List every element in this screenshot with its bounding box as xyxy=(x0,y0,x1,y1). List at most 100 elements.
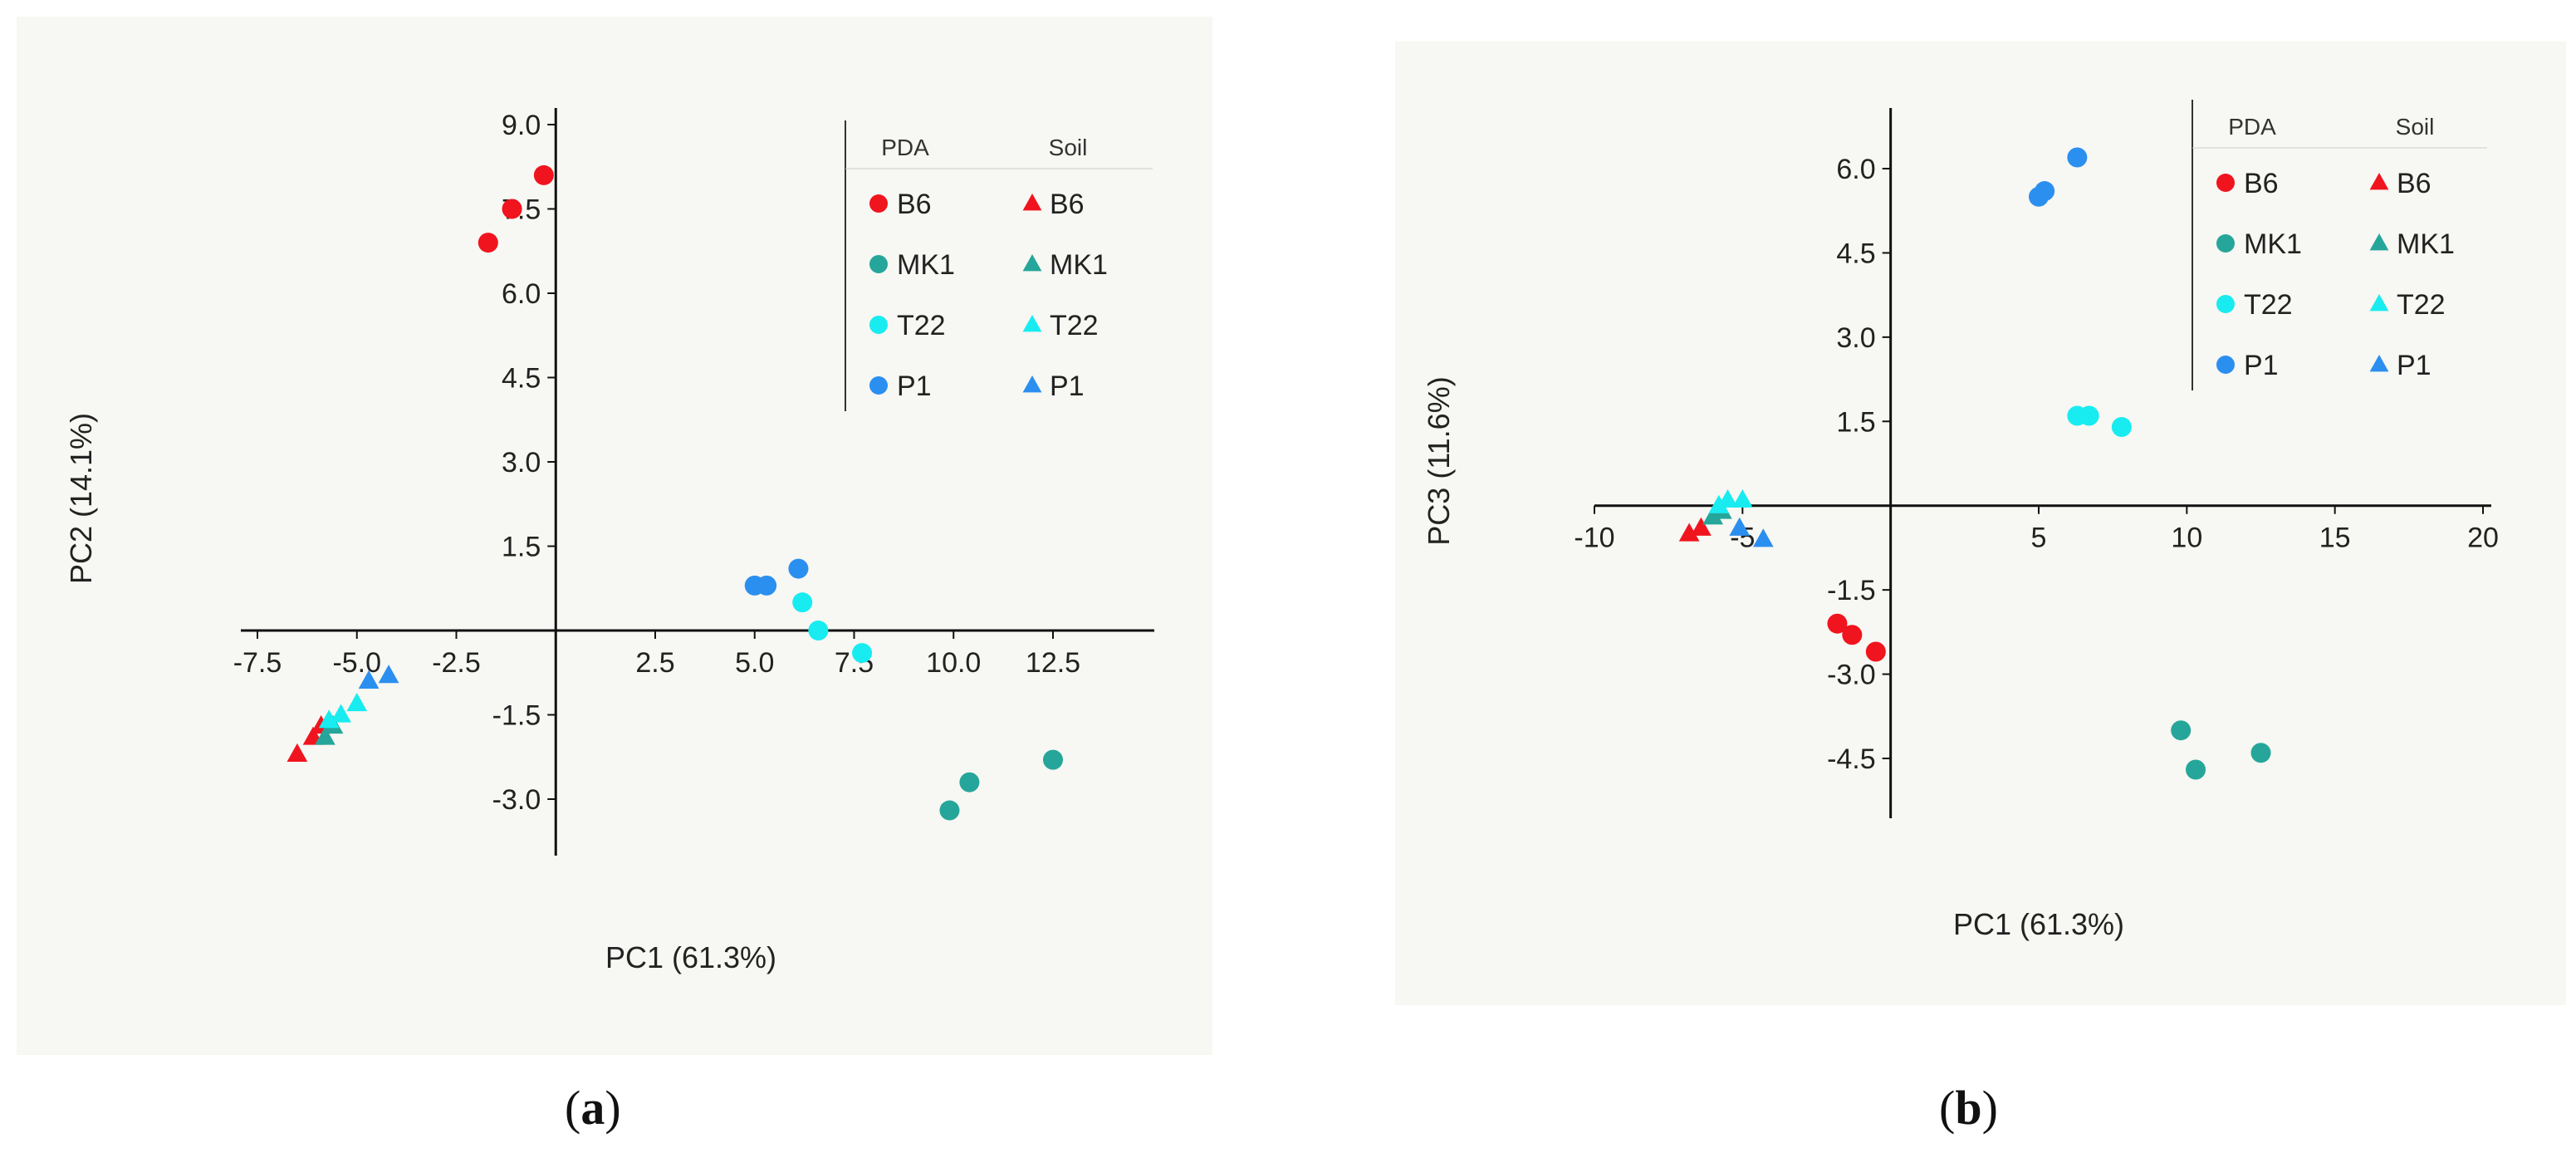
caption-b-close: ) xyxy=(1981,1081,1998,1135)
chart-a-point-pda-t22 xyxy=(792,592,813,613)
panel-b-background xyxy=(1395,42,2566,1005)
chart-a-point-pda-mk1 xyxy=(939,800,960,821)
caption-a: (a) xyxy=(565,1080,621,1136)
chart-b-legend-header-pda: PDA xyxy=(2228,114,2276,140)
chart-b-point-pda-mk1 xyxy=(2250,743,2271,763)
chart-b-legend-soil-label-p1: P1 xyxy=(2397,350,2432,381)
chart-b-y-tick-label: -3.0 xyxy=(1827,660,1876,691)
chart-b-point-soil-b6 xyxy=(1678,523,1700,542)
chart-b-legend-pda-label-mk1: MK1 xyxy=(2244,228,2302,260)
chart-b-x-tick-label: 5 xyxy=(2031,523,2047,554)
chart-b-point-soil-t22 xyxy=(1731,488,1753,508)
chart-b-point-pda-b6 xyxy=(1827,613,1848,634)
chart-a-point-pda-t22 xyxy=(852,643,873,664)
chart-a-legend-soil-label-t22: T22 xyxy=(1050,310,1099,341)
chart-a-y-tick-label: 4.5 xyxy=(502,363,541,395)
chart-b-point-soil-p1 xyxy=(1752,528,1774,547)
chart-a-legend-pda-marker-b6 xyxy=(869,194,888,213)
chart-b-x-tick-label: 20 xyxy=(2467,523,2499,554)
chart-b-point-pda-b6 xyxy=(1865,641,1886,662)
chart-b-legend-pda-label-b6: B6 xyxy=(2244,168,2279,199)
chart-a-x-tick-label: -5.0 xyxy=(332,647,381,679)
chart-b-point-pda-t22 xyxy=(2079,405,2099,426)
chart-a-point-pda-b6 xyxy=(533,164,554,185)
chart-a-point-pda-t22 xyxy=(808,621,829,640)
chart-a-legend-pda-marker-mk1 xyxy=(869,255,888,273)
chart-b-point-pda-p1 xyxy=(2029,186,2049,207)
chart-b-y-tick-label: 6.0 xyxy=(1836,154,1875,185)
chart-a-x-tick-label: -7.5 xyxy=(233,647,282,679)
chart-b-point-pda-t22 xyxy=(2111,417,2132,438)
caption-a-open: ( xyxy=(565,1081,581,1135)
chart-a-x-axis-label: PC1 (61.3%) xyxy=(605,940,776,974)
chart-a-legend-soil-marker-t22 xyxy=(1022,315,1042,332)
chart-a-legend-header-pda: PDA xyxy=(881,135,929,160)
chart-a-point-pda-b6 xyxy=(477,233,498,253)
chart-b-legend-soil-label-mk1: MK1 xyxy=(2397,228,2455,260)
chart-a-legend-pda-marker-p1 xyxy=(869,376,888,395)
chart-b-point-pda-mk1 xyxy=(2171,720,2192,741)
chart-a-legend-pda-label-t22: T22 xyxy=(897,310,946,341)
chart-b-point-soil-b6 xyxy=(1691,517,1712,536)
chart-b-legend-soil-marker-b6 xyxy=(2369,173,2389,190)
chart-a-x-tick-label: 12.5 xyxy=(1026,647,1080,679)
chart-b-y-tick-label: -4.5 xyxy=(1827,743,1876,775)
chart-a-point-soil-p1 xyxy=(358,670,380,689)
chart-b-x-tick-label: -10 xyxy=(1574,523,1614,554)
chart-b-legend-soil-marker-p1 xyxy=(2369,355,2389,372)
chart-a-legend-pda-label-mk1: MK1 xyxy=(897,249,955,281)
chart-a-point-pda-b6 xyxy=(502,199,522,219)
chart-b-legend-pda-marker-mk1 xyxy=(2216,234,2235,253)
chart-a-y-axis-label: PC2 (14.1%) xyxy=(64,413,98,584)
chart-a-x-tick-label: 5.0 xyxy=(735,647,774,679)
chart-a-point-pda-p1 xyxy=(757,575,777,596)
chart-a-point-soil-t22 xyxy=(331,704,351,723)
chart-a-legend-soil-label-mk1: MK1 xyxy=(1050,249,1108,281)
chart-a-y-tick-label: 3.0 xyxy=(502,447,541,478)
chart-a-legend-soil-marker-b6 xyxy=(1022,194,1042,211)
chart-a-legend-header-soil: Soil xyxy=(1049,135,1088,160)
chart-b-x-axis-label: PC1 (61.3%) xyxy=(1953,907,2124,941)
chart-a-point-pda-mk1 xyxy=(959,772,980,792)
caption-a-close: ) xyxy=(605,1081,621,1135)
chart-b-point-pda-p1 xyxy=(2067,147,2088,168)
chart-b-legend-header-soil: Soil xyxy=(2396,114,2435,140)
chart-b-point-pda-mk1 xyxy=(2186,759,2206,780)
chart-a-y-tick-label: 1.5 xyxy=(502,532,541,563)
chart-b-y-axis-label: PC3 (11.6%) xyxy=(1422,376,1456,545)
chart-a-legend-pda-marker-t22 xyxy=(869,316,888,334)
chart-b-x-tick-label: 15 xyxy=(2319,523,2351,554)
chart-a-point-soil-b6 xyxy=(286,743,308,762)
chart-b-point-soil-t22 xyxy=(1708,494,1730,513)
chart-a-point-pda-mk1 xyxy=(1043,749,1063,770)
chart-a-legend-soil-label-p1: P1 xyxy=(1050,370,1085,402)
chart-a-x-tick-label: -2.5 xyxy=(432,647,481,679)
chart-a-point-pda-p1 xyxy=(788,558,809,579)
chart-b-legend-pda-marker-t22 xyxy=(2216,295,2235,313)
chart-a-point-soil-t22 xyxy=(318,709,340,729)
chart-b-legend-soil-label-b6: B6 xyxy=(2397,168,2432,199)
chart-b-legend-pda-marker-p1 xyxy=(2216,356,2235,374)
chart-a-x-tick-label: 2.5 xyxy=(635,647,674,679)
caption-b: (b) xyxy=(1939,1080,1998,1136)
chart-b-y-tick-label: -1.5 xyxy=(1827,575,1876,606)
chart-a-y-tick-label: 9.0 xyxy=(502,110,541,141)
chart-a-legend-soil-marker-p1 xyxy=(1022,375,1042,393)
chart-b-point-soil-mk1 xyxy=(1702,506,1724,525)
chart-a-legend-soil-label-b6: B6 xyxy=(1050,189,1085,220)
chart-b-legend-soil-marker-t22 xyxy=(2369,294,2389,312)
chart-a-point-soil-mk1 xyxy=(315,726,335,745)
chart-b-y-tick-label: 3.0 xyxy=(1836,322,1875,354)
caption-a-letter: a xyxy=(580,1081,605,1135)
chart-b-y-tick-label: 1.5 xyxy=(1836,406,1875,438)
chart-b-legend-soil-label-t22: T22 xyxy=(2397,289,2446,321)
caption-b-open: ( xyxy=(1939,1081,1956,1135)
chart-b-y-tick-label: 4.5 xyxy=(1836,238,1875,269)
chart-a-y-tick-label: 6.0 xyxy=(502,278,541,310)
chart-a-y-tick-label: -3.0 xyxy=(492,784,541,816)
chart-a-legend-soil-marker-mk1 xyxy=(1022,254,1042,272)
chart-a-point-soil-p1 xyxy=(378,665,399,684)
chart-b-point-pda-b6 xyxy=(1842,625,1863,645)
chart-b-point-soil-p1 xyxy=(1729,517,1751,536)
